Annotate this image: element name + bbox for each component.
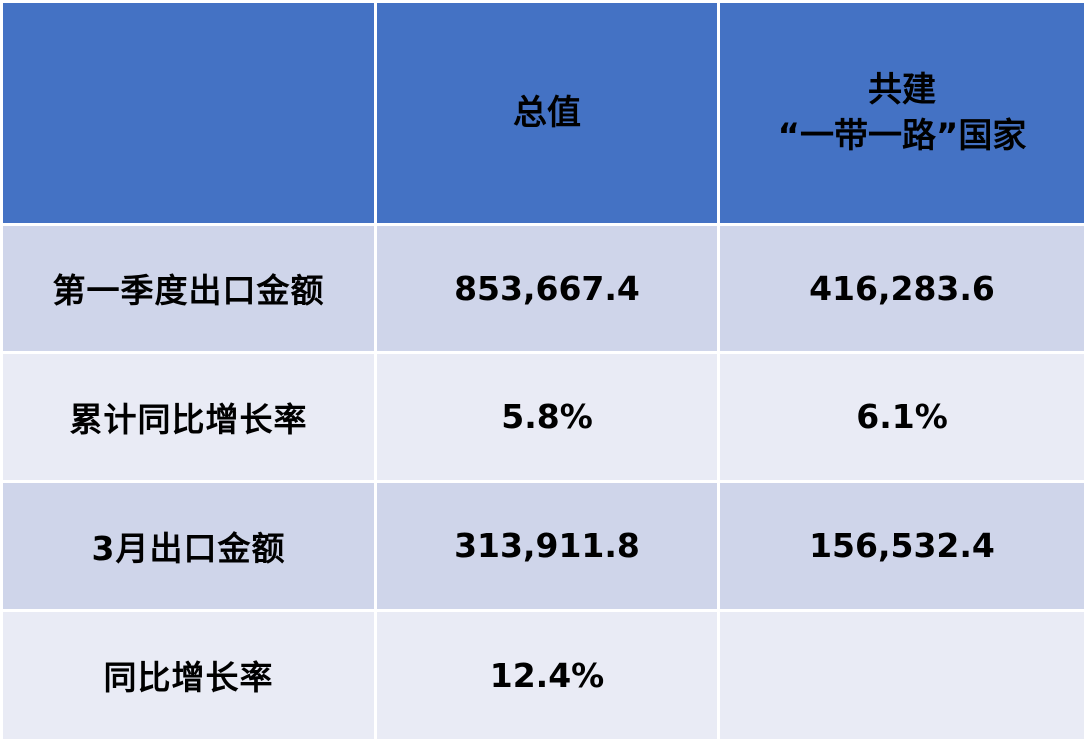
row-belt-road-value: 156,532.4 (720, 482, 1084, 609)
header-total: 总值 (377, 3, 717, 223)
header-belt-road-line2: “一带一路”国家 (777, 115, 1027, 156)
table-row: 第一季度出口金额 853,667.4 416,283.6 (3, 225, 1084, 351)
header-empty-cell (3, 3, 374, 223)
row-label: 3月出口金额 (3, 482, 374, 609)
table-row: 累计同比增长率 5.8% 6.1% (3, 353, 1084, 480)
row-belt-road-value: 416,283.6 (720, 225, 1084, 351)
row-belt-road-value: 6.1% (720, 353, 1084, 480)
row-total-value: 853,667.4 (377, 225, 717, 351)
row-label: 同比增长率 (3, 611, 374, 739)
table-row: 同比增长率 12.4% (3, 611, 1084, 739)
row-total-value: 313,911.8 (377, 482, 717, 609)
header-row: 总值 共建 “一带一路”国家 (3, 3, 1084, 223)
row-label: 第一季度出口金额 (3, 225, 374, 351)
row-belt-road-value (720, 611, 1084, 739)
table-row: 3月出口金额 313,911.8 156,532.4 (3, 482, 1084, 609)
row-label: 累计同比增长率 (3, 353, 374, 480)
row-total-value: 12.4% (377, 611, 717, 739)
header-belt-road-line1: 共建 (868, 69, 936, 110)
header-belt-road: 共建 “一带一路”国家 (720, 3, 1084, 223)
row-total-value: 5.8% (377, 353, 717, 480)
